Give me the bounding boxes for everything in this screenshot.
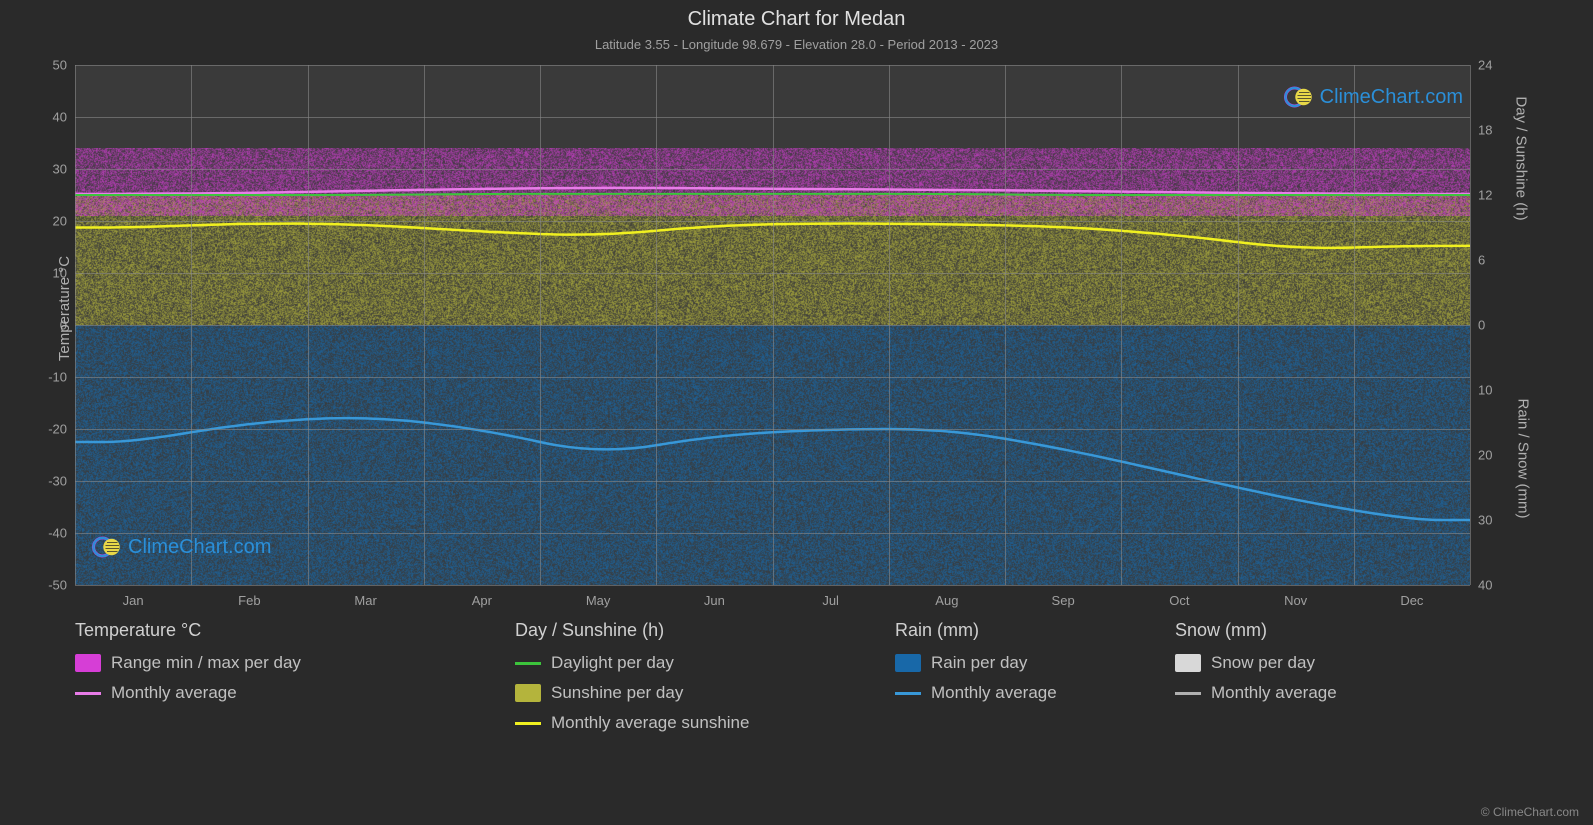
legend-swatch <box>75 654 101 672</box>
grid-line-v <box>1005 65 1006 585</box>
tick-left: 50 <box>53 58 67 73</box>
legend-group: Snow (mm) Snow per day Monthly average <box>1175 620 1337 713</box>
grid-line-v <box>773 65 774 585</box>
legend-group: Rain (mm) Rain per day Monthly average <box>895 620 1057 713</box>
tick-month: Feb <box>238 593 260 608</box>
legend-swatch <box>515 684 541 702</box>
legend-label: Monthly average <box>111 683 237 703</box>
climechart-logo-icon <box>1284 82 1314 112</box>
tick-right-hours: 12 <box>1478 188 1492 203</box>
legend-item: Snow per day <box>1175 653 1337 673</box>
tick-left: -20 <box>48 422 67 437</box>
legend-group-title: Temperature °C <box>75 620 301 641</box>
tick-right-mm: 10 <box>1478 383 1492 398</box>
chart-container: Climate Chart for Medan Latitude 3.55 - … <box>0 0 1593 825</box>
legend-item: Monthly average sunshine <box>515 713 749 733</box>
tick-left: -40 <box>48 526 67 541</box>
tick-left: 40 <box>53 110 67 125</box>
legend-item: Rain per day <box>895 653 1057 673</box>
grid-line-h <box>75 585 1470 586</box>
legend-group: Temperature °C Range min / max per day Mon… <box>75 620 301 713</box>
tick-right-mm: 30 <box>1478 513 1492 528</box>
tick-left: -10 <box>48 370 67 385</box>
legend-swatch <box>895 654 921 672</box>
legend-label: Snow per day <box>1211 653 1315 673</box>
legend-swatch <box>75 692 101 695</box>
chart-title: Climate Chart for Medan <box>0 0 1593 31</box>
grid-line-v <box>1354 65 1355 585</box>
grid-line-v <box>1238 65 1239 585</box>
y-axis-right-top-label: Day / Sunshine (h) <box>1512 96 1529 220</box>
grid-line-v <box>1470 65 1471 585</box>
y-axis-left-label: Temperature °C <box>56 256 73 361</box>
legend-label: Sunshine per day <box>551 683 683 703</box>
tick-month: Jun <box>704 593 725 608</box>
legend-swatch <box>895 692 921 695</box>
tick-right-mm: 40 <box>1478 578 1492 593</box>
tick-left: -50 <box>48 578 67 593</box>
grid-line-v <box>656 65 657 585</box>
tick-month: Oct <box>1169 593 1189 608</box>
legend-group-title: Day / Sunshine (h) <box>515 620 749 641</box>
legend-item: Daylight per day <box>515 653 749 673</box>
tick-right-hours: 0 <box>1478 318 1485 333</box>
grid-line-v <box>308 65 309 585</box>
legend-label: Monthly average <box>1211 683 1337 703</box>
y-axis-right-bottom-label: Rain / Snow (mm) <box>1514 398 1531 518</box>
legend-item: Sunshine per day <box>515 683 749 703</box>
grid-line-v <box>75 65 76 585</box>
climechart-logo-icon <box>92 532 122 562</box>
climechart-logo: ClimeChart.com <box>1284 82 1463 112</box>
plot-area: -50-40-30-20-100102030405006121824102030… <box>75 65 1470 585</box>
tick-left: 30 <box>53 162 67 177</box>
tick-left: -30 <box>48 474 67 489</box>
legend-swatch <box>515 722 541 725</box>
grid-line-v <box>540 65 541 585</box>
climechart-logo-text: ClimeChart.com <box>128 536 271 559</box>
legend-group-title: Snow (mm) <box>1175 620 1337 641</box>
tick-month: Apr <box>472 593 492 608</box>
legend-swatch <box>515 662 541 665</box>
tick-left: 20 <box>53 214 67 229</box>
tick-month: May <box>586 593 611 608</box>
tick-month: Mar <box>354 593 376 608</box>
legend-group-title: Rain (mm) <box>895 620 1057 641</box>
legend-label: Range min / max per day <box>111 653 301 673</box>
legend-item: Range min / max per day <box>75 653 301 673</box>
tick-right-mm: 20 <box>1478 448 1492 463</box>
tick-month: Jul <box>822 593 839 608</box>
legend-item: Monthly average <box>75 683 301 703</box>
tick-right-hours: 24 <box>1478 58 1492 73</box>
legend-swatch <box>1175 654 1201 672</box>
grid-line-v <box>1121 65 1122 585</box>
chart-subtitle: Latitude 3.55 - Longitude 98.679 - Eleva… <box>0 31 1593 52</box>
legend-label: Rain per day <box>931 653 1027 673</box>
copyright: © ClimeChart.com <box>1481 805 1579 819</box>
legend-item: Monthly average <box>1175 683 1337 703</box>
legend-group: Day / Sunshine (h) Daylight per day Sunshi… <box>515 620 749 743</box>
climechart-logo-text: ClimeChart.com <box>1320 86 1463 109</box>
tick-month: Dec <box>1400 593 1423 608</box>
grid-line-v <box>889 65 890 585</box>
grid-line-v <box>424 65 425 585</box>
legend-label: Monthly average <box>931 683 1057 703</box>
grid-line-v <box>191 65 192 585</box>
tick-month: Nov <box>1284 593 1307 608</box>
legend-label: Daylight per day <box>551 653 674 673</box>
legend-item: Monthly average <box>895 683 1057 703</box>
tick-month: Aug <box>935 593 958 608</box>
legend-label: Monthly average sunshine <box>551 713 749 733</box>
tick-month: Jan <box>123 593 144 608</box>
climechart-logo: ClimeChart.com <box>92 532 271 562</box>
tick-right-hours: 6 <box>1478 253 1485 268</box>
legend-swatch <box>1175 692 1201 695</box>
tick-month: Sep <box>1052 593 1075 608</box>
tick-right-hours: 18 <box>1478 123 1492 138</box>
